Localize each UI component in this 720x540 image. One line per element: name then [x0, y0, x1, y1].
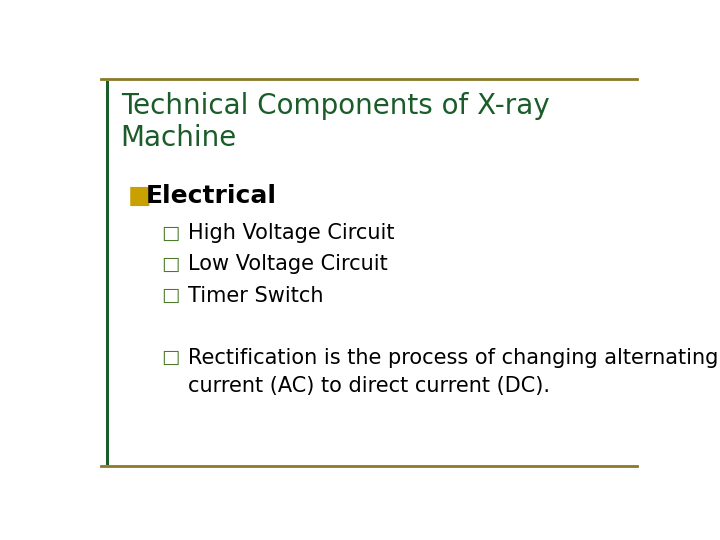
Text: Timer Switch: Timer Switch: [188, 286, 323, 306]
Text: □: □: [161, 286, 180, 305]
Text: Low Voltage Circuit: Low Voltage Circuit: [188, 254, 387, 274]
Text: □: □: [161, 255, 180, 274]
Text: □: □: [161, 348, 180, 367]
Text: High Voltage Circuit: High Voltage Circuit: [188, 223, 394, 243]
Text: Technical Components of X-ray
Machine: Technical Components of X-ray Machine: [121, 92, 549, 152]
Text: □: □: [161, 224, 180, 242]
Bar: [106, 80, 109, 465]
Text: Electrical: Electrical: [145, 184, 276, 208]
Text: ■: ■: [128, 184, 152, 208]
Text: Rectification is the process of changing alternating
current (AC) to direct curr: Rectification is the process of changing…: [188, 348, 718, 395]
